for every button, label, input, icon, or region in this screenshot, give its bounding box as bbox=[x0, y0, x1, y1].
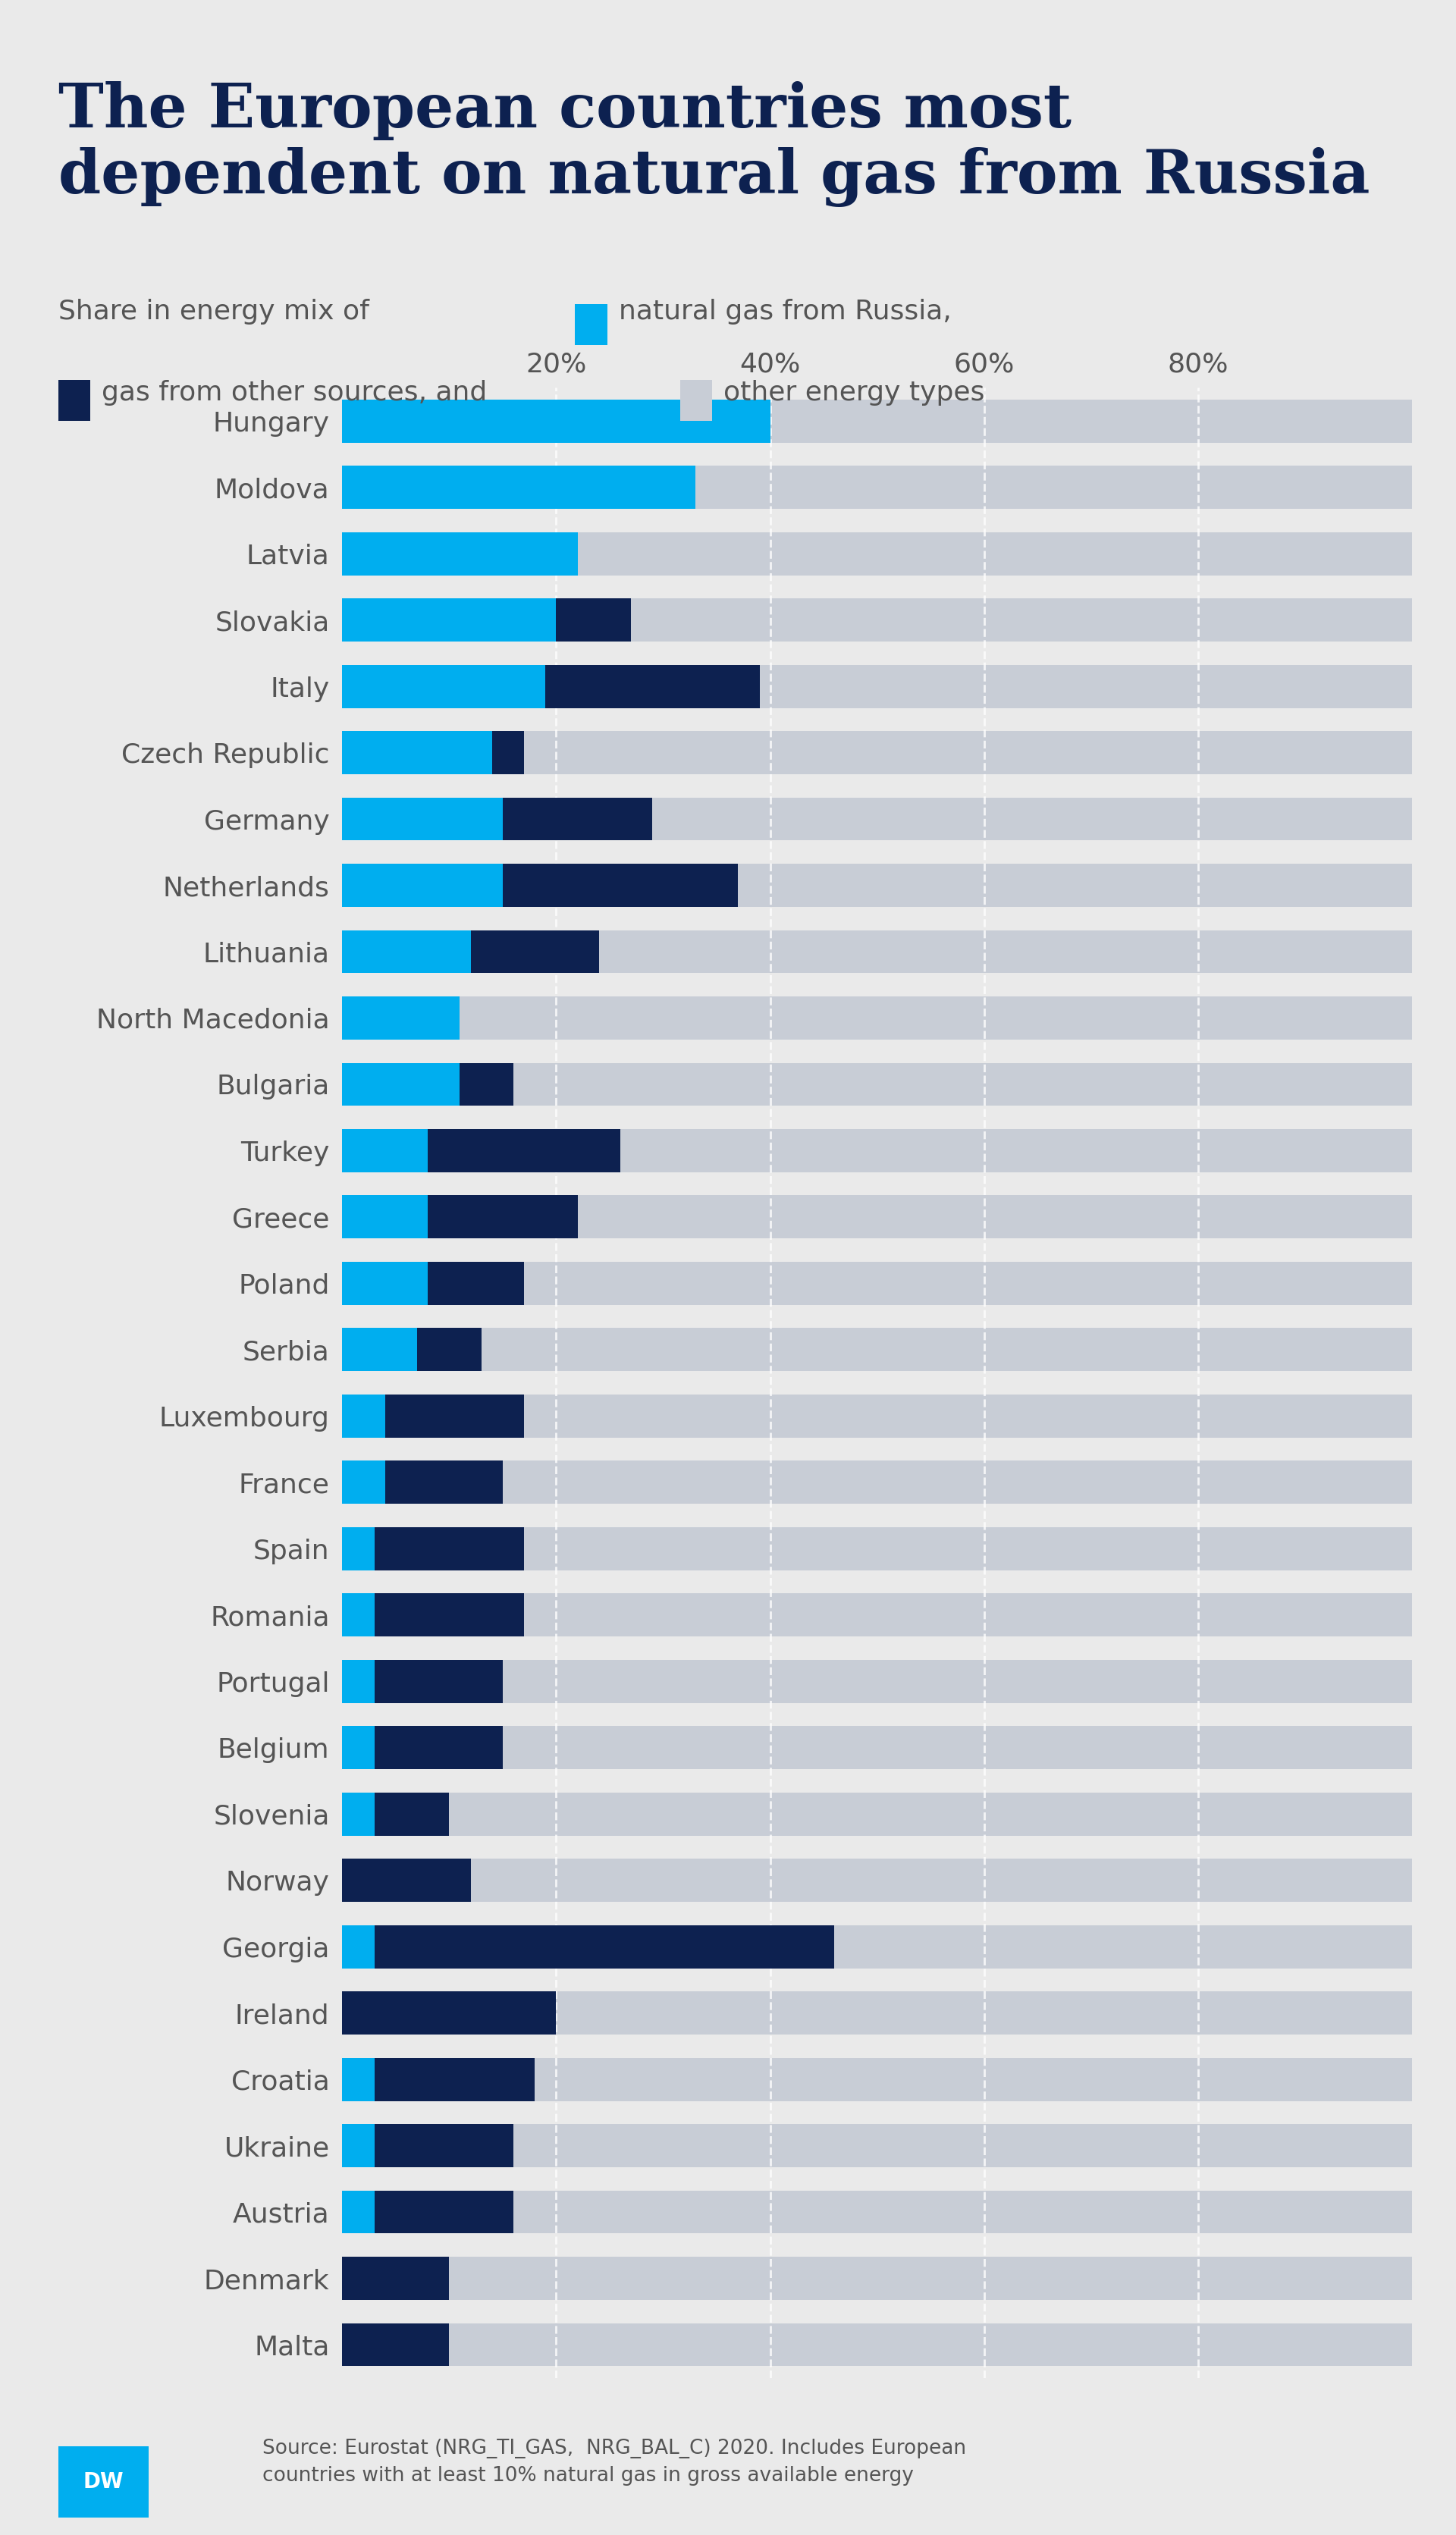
Bar bbox=[342, 1792, 1412, 1835]
Bar bbox=[342, 1526, 374, 1569]
Bar bbox=[342, 930, 1412, 973]
Bar bbox=[342, 1328, 416, 1371]
Bar bbox=[342, 598, 556, 641]
Bar bbox=[342, 1197, 428, 1240]
Bar bbox=[342, 730, 492, 773]
Bar bbox=[342, 1792, 374, 1835]
Bar bbox=[342, 1394, 1412, 1437]
Text: gas from other sources, and: gas from other sources, and bbox=[102, 380, 496, 406]
Text: Share in energy mix of: Share in energy mix of bbox=[58, 299, 377, 324]
Bar bbox=[342, 1460, 384, 1503]
Bar bbox=[342, 2058, 534, 2102]
Bar bbox=[342, 996, 460, 1039]
Bar bbox=[342, 864, 1412, 908]
Bar bbox=[342, 664, 760, 707]
Bar bbox=[342, 1924, 1412, 1967]
Bar bbox=[342, 2124, 374, 2167]
Bar bbox=[342, 532, 1412, 575]
Bar bbox=[342, 1460, 502, 1503]
Bar bbox=[342, 2058, 374, 2102]
Bar bbox=[342, 466, 696, 510]
Bar bbox=[342, 1660, 502, 1704]
Bar bbox=[342, 996, 1412, 1039]
Bar bbox=[342, 1595, 524, 1638]
Bar bbox=[342, 1394, 524, 1437]
Bar bbox=[342, 1197, 578, 1240]
Bar bbox=[342, 1858, 1412, 1901]
Bar bbox=[342, 1993, 1412, 2036]
Bar bbox=[342, 799, 502, 842]
Bar bbox=[342, 730, 524, 773]
Bar bbox=[342, 1062, 460, 1105]
Bar bbox=[342, 1062, 514, 1105]
Bar bbox=[342, 401, 770, 444]
Bar bbox=[342, 2190, 1412, 2233]
Bar bbox=[342, 2256, 1412, 2299]
Bar bbox=[342, 1595, 1412, 1638]
Bar bbox=[342, 2058, 1412, 2102]
Text: natural gas from Russia,: natural gas from Russia, bbox=[619, 299, 952, 324]
Bar bbox=[342, 598, 630, 641]
Bar bbox=[342, 1726, 502, 1769]
Bar bbox=[342, 598, 1412, 641]
Bar bbox=[342, 1062, 1412, 1105]
Bar bbox=[342, 1595, 374, 1638]
Bar bbox=[342, 799, 1412, 842]
Bar bbox=[342, 1726, 1412, 1769]
Bar bbox=[342, 2322, 448, 2365]
Bar bbox=[342, 1792, 448, 1835]
Text: other energy types: other energy types bbox=[724, 380, 984, 406]
Bar bbox=[342, 2256, 448, 2299]
Bar bbox=[342, 864, 502, 908]
Bar bbox=[342, 1726, 374, 1769]
Bar bbox=[342, 1660, 1412, 1704]
Bar bbox=[342, 996, 460, 1039]
Bar bbox=[342, 1197, 1412, 1240]
Bar bbox=[342, 2190, 514, 2233]
Bar bbox=[342, 930, 470, 973]
Bar bbox=[342, 1924, 834, 1967]
Bar bbox=[342, 2190, 374, 2233]
Bar bbox=[342, 1526, 524, 1569]
Bar bbox=[342, 1262, 524, 1306]
Bar bbox=[342, 864, 738, 908]
Bar bbox=[342, 1394, 384, 1437]
Bar bbox=[342, 466, 1412, 510]
Bar bbox=[342, 466, 696, 510]
Bar bbox=[342, 532, 578, 575]
Bar bbox=[342, 2322, 1412, 2365]
Bar bbox=[342, 664, 546, 707]
Bar bbox=[342, 1262, 1412, 1306]
Bar bbox=[342, 1328, 482, 1371]
Text: DW: DW bbox=[83, 2472, 124, 2492]
Bar bbox=[342, 1858, 470, 1901]
Bar bbox=[342, 1993, 556, 2036]
Bar bbox=[342, 1328, 1412, 1371]
Bar bbox=[342, 930, 598, 973]
Bar bbox=[342, 1526, 1412, 1569]
Bar bbox=[342, 401, 770, 444]
Bar bbox=[342, 1128, 620, 1171]
Bar bbox=[342, 664, 1412, 707]
Bar bbox=[342, 1262, 428, 1306]
Bar bbox=[342, 1924, 374, 1967]
Bar bbox=[342, 799, 652, 842]
Bar bbox=[342, 1128, 428, 1171]
Bar bbox=[342, 730, 1412, 773]
Bar bbox=[342, 1128, 1412, 1171]
Bar bbox=[342, 2124, 514, 2167]
Text: The European countries most
dependent on natural gas from Russia: The European countries most dependent on… bbox=[58, 81, 1370, 208]
Bar bbox=[342, 532, 578, 575]
Bar bbox=[342, 1460, 1412, 1503]
Bar bbox=[342, 401, 1412, 444]
Bar bbox=[342, 2124, 1412, 2167]
Text: Source: Eurostat (NRG_TI_GAS,  NRG_BAL_C) 2020. Includes European
countries with: Source: Eurostat (NRG_TI_GAS, NRG_BAL_C)… bbox=[262, 2439, 965, 2484]
Bar bbox=[342, 1660, 374, 1704]
